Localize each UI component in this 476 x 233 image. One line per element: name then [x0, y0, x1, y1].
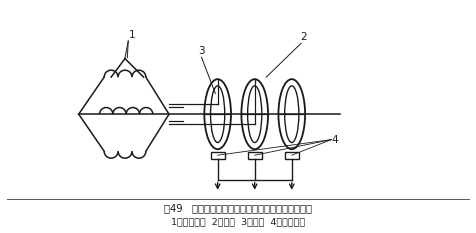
- Text: 图49   绕线式电机转子线组与附加电阻的连接示意图: 图49 绕线式电机转子线组与附加电阻的连接示意图: [164, 203, 312, 213]
- Text: 2: 2: [299, 32, 306, 42]
- Text: 4: 4: [330, 135, 337, 145]
- Bar: [247, 151, 261, 159]
- Text: 1: 1: [129, 30, 135, 40]
- Text: 3: 3: [198, 46, 204, 56]
- Text: 1．转子绕组  2．滑环  3．电刷  4．附加电阻: 1．转子绕组 2．滑环 3．电刷 4．附加电阻: [171, 218, 305, 227]
- Bar: [210, 151, 224, 159]
- Bar: [284, 151, 298, 159]
